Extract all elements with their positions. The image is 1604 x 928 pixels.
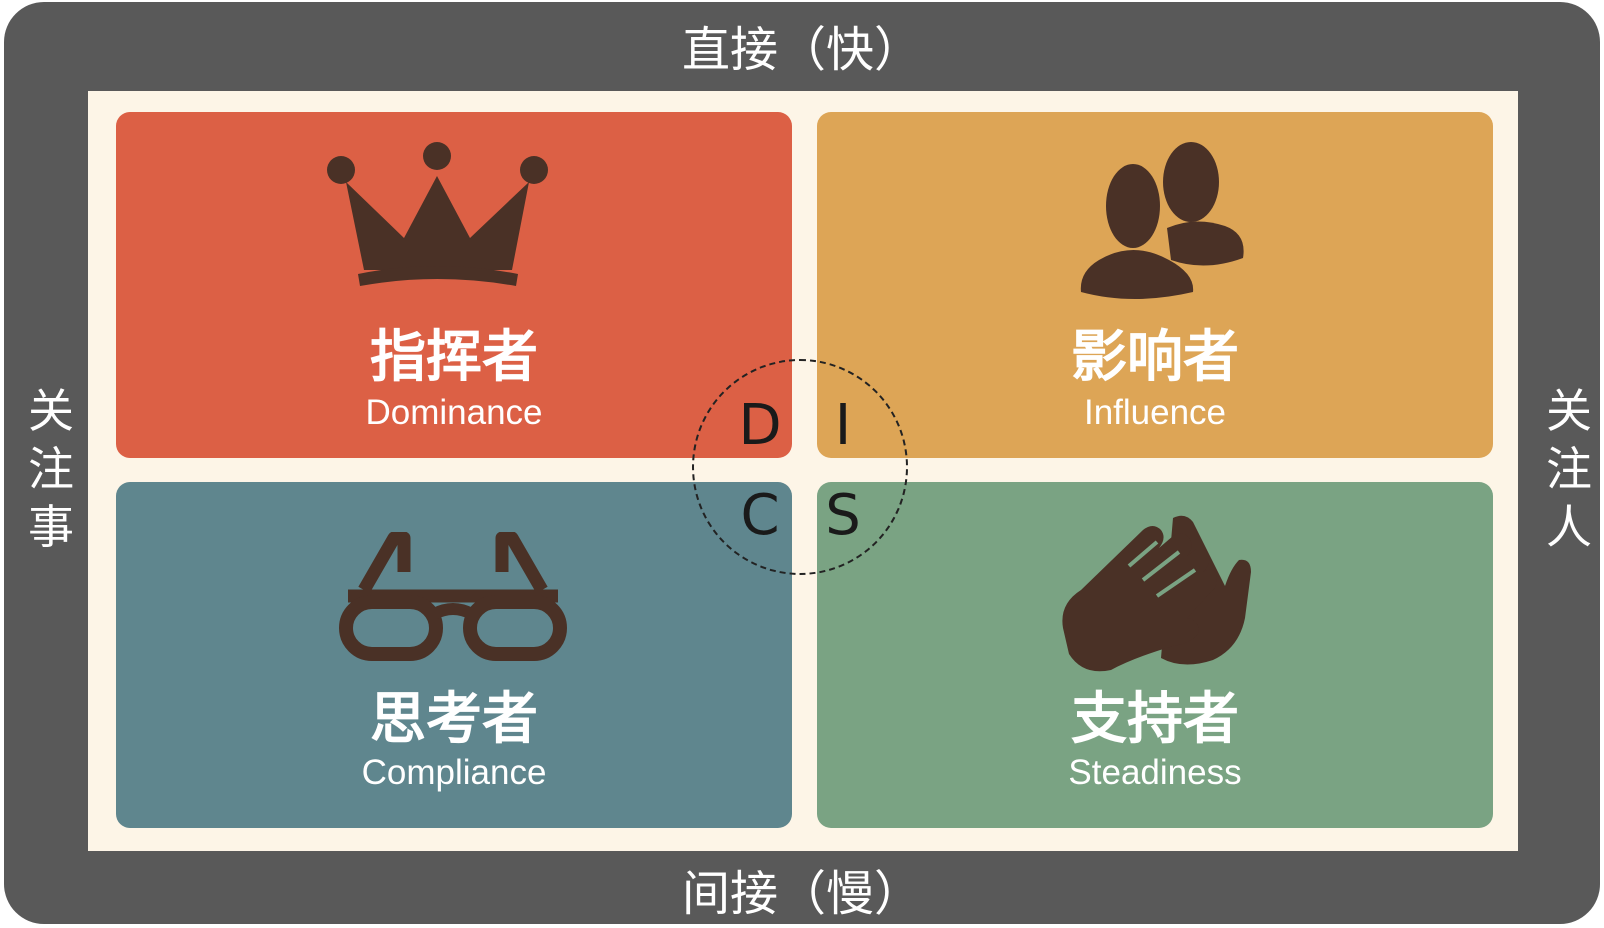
dominance-title-zh: 指挥者 [370, 325, 538, 390]
quadrant-influence: 影响者 Influence [817, 112, 1493, 458]
compliance-title-en: Compliance [361, 753, 547, 792]
dominance-title-en: Dominance [365, 393, 543, 432]
crown-icon [327, 142, 548, 286]
axis-label-people-focus: 关注人 [1546, 384, 1592, 554]
letter-c: C [740, 483, 780, 548]
steadiness-title-zh: 支持者 [1071, 687, 1239, 752]
quadrant-compliance: 思考者 Compliance [116, 482, 792, 828]
letter-s: S [825, 483, 861, 548]
letter-i: I [834, 393, 852, 458]
influence-title-zh: 影响者 [1071, 325, 1239, 390]
quadrant-steadiness: 支持者 Steadiness [817, 482, 1493, 828]
disc-center-circle [692, 359, 908, 575]
steadiness-title-en: Steadiness [1068, 753, 1242, 792]
glasses-icon [339, 532, 567, 661]
compliance-title-zh: 思考者 [370, 687, 538, 752]
axis-label-indirect: 间接（慢） [681, 866, 922, 922]
clapping-hands-icon [1062, 515, 1251, 672]
axis-label-task-focus: 关注事 [28, 384, 74, 554]
quadrant-dominance: 指挥者 Dominance [116, 112, 792, 458]
axis-label-direct: 直接（快） [681, 22, 922, 78]
people-icon [1080, 142, 1244, 299]
influence-title-en: Influence [1083, 393, 1227, 432]
letter-d: D [738, 393, 782, 458]
